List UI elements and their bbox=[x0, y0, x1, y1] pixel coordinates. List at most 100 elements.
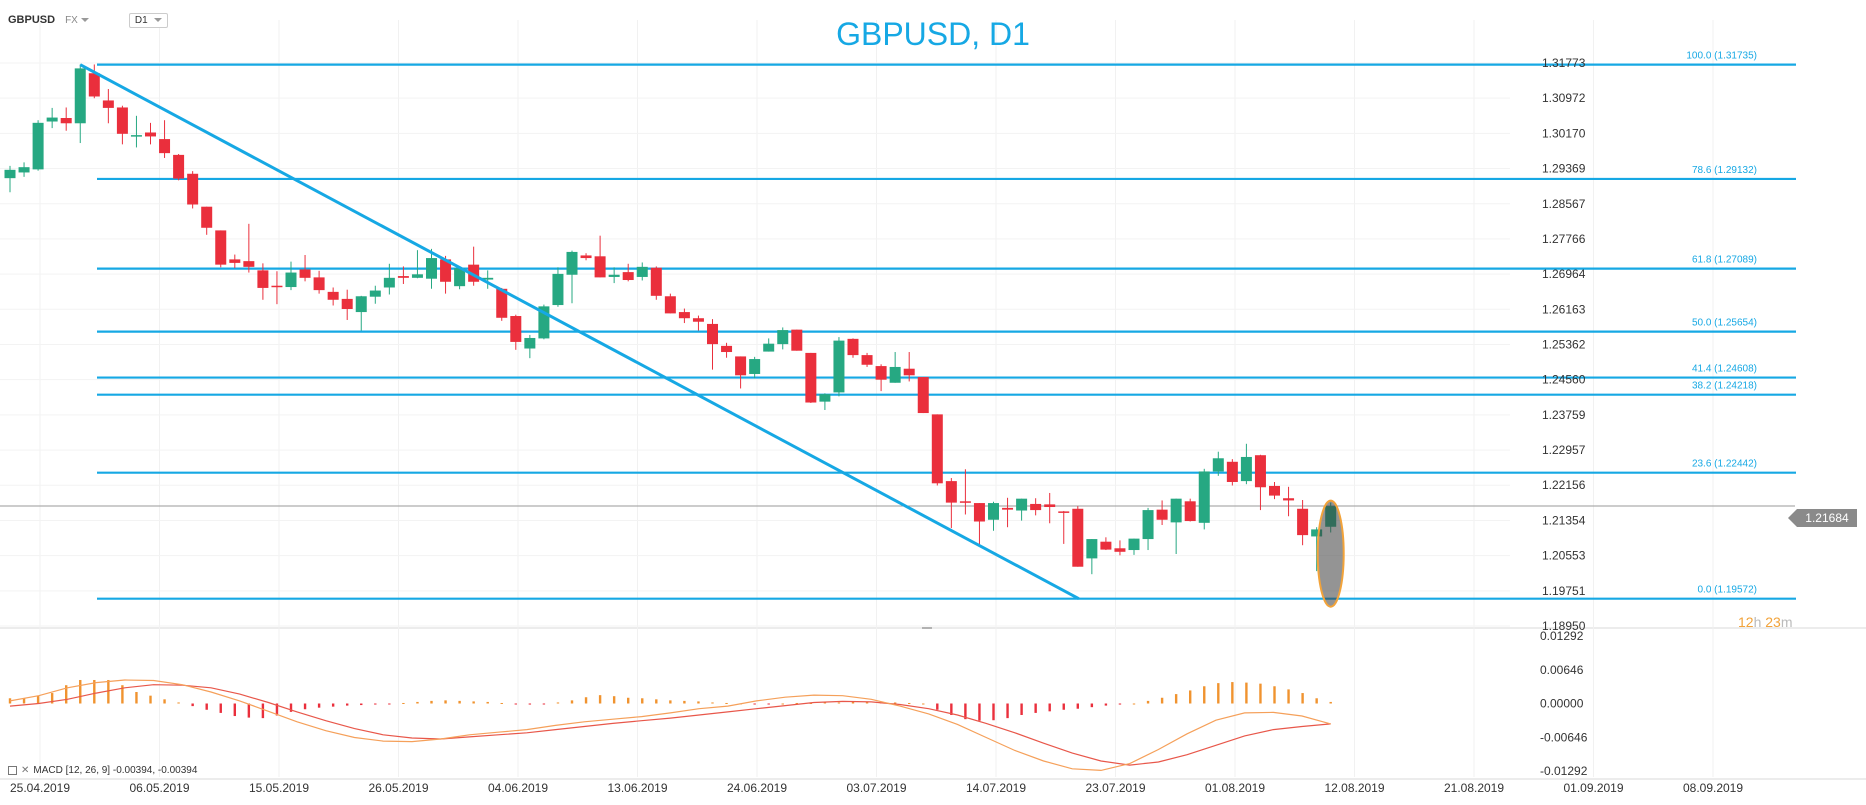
candle-body bbox=[327, 291, 339, 300]
candle bbox=[313, 270, 325, 294]
candle-body bbox=[945, 481, 957, 503]
grid-layer bbox=[0, 20, 1866, 780]
candle-body bbox=[46, 117, 58, 122]
candle bbox=[271, 271, 283, 305]
candle bbox=[777, 327, 789, 350]
candle bbox=[988, 501, 999, 531]
candle bbox=[791, 329, 803, 351]
candlestick-series bbox=[4, 64, 1337, 575]
candle bbox=[538, 304, 550, 340]
macd-histogram-bar bbox=[93, 679, 96, 704]
candle-body bbox=[440, 259, 452, 282]
macd-histogram-bar bbox=[542, 703, 546, 705]
y-tick-label: 1.29369 bbox=[1542, 162, 1586, 176]
macd-signal-line bbox=[9, 684, 1331, 766]
macd-main-line bbox=[9, 679, 1331, 772]
indicator-settings-icon[interactable] bbox=[8, 766, 17, 775]
macd-histogram-bar bbox=[1217, 683, 1220, 704]
x-tick-label: 24.06.2019 bbox=[727, 781, 787, 795]
candle bbox=[833, 337, 845, 397]
candle bbox=[819, 393, 831, 410]
candle bbox=[1072, 506, 1084, 567]
candle bbox=[440, 255, 452, 294]
candle-body bbox=[608, 274, 620, 277]
candle-body bbox=[173, 154, 185, 179]
x-tick-label: 04.06.2019 bbox=[488, 781, 548, 795]
macd-histogram-bar bbox=[767, 703, 770, 705]
market-selector[interactable]: FX bbox=[65, 15, 89, 26]
macd-histogram-bar bbox=[1231, 682, 1234, 704]
candle-body bbox=[145, 132, 156, 137]
candle-body bbox=[678, 312, 690, 319]
symbol-label[interactable]: GBPUSD bbox=[8, 14, 56, 26]
x-tick-label: 12.08.2019 bbox=[1324, 781, 1384, 795]
macd-histogram-bar bbox=[79, 679, 82, 704]
x-tick-label: 25.04.2019 bbox=[10, 781, 70, 795]
candle-body bbox=[1128, 538, 1140, 551]
macd-histogram-bar bbox=[388, 703, 391, 705]
x-tick-label: 23.07.2019 bbox=[1085, 781, 1145, 795]
timeframe-select[interactable]: D1 bbox=[128, 12, 168, 28]
fib-level-label: 50.0 (1.25654) bbox=[1692, 318, 1757, 329]
candle-body bbox=[1212, 458, 1224, 472]
candle bbox=[1170, 498, 1182, 554]
macd-histogram-bar bbox=[950, 703, 953, 715]
candle-body bbox=[552, 273, 564, 306]
candle-body bbox=[496, 288, 508, 318]
highlight-marker bbox=[1316, 499, 1345, 608]
candle bbox=[805, 352, 817, 403]
candle-body bbox=[1254, 455, 1266, 488]
macd-histogram-bar bbox=[149, 695, 152, 704]
candle-body bbox=[468, 264, 480, 282]
candle-body bbox=[819, 394, 831, 402]
macd-histogram-bar bbox=[584, 697, 588, 704]
macd-histogram-bar bbox=[908, 702, 911, 704]
candle bbox=[60, 107, 72, 131]
candle bbox=[721, 342, 733, 358]
macd-histogram-bar bbox=[346, 703, 349, 706]
fib-level-label: 0.0 (1.19572) bbox=[1698, 585, 1758, 596]
candle-body bbox=[931, 414, 943, 484]
macd-histogram-bar bbox=[753, 703, 756, 705]
candle-body bbox=[355, 296, 367, 313]
macd-histogram-bar bbox=[1189, 690, 1192, 704]
macd-histogram-bar bbox=[936, 703, 939, 710]
axes: 1.31773 1.30972 1.30170 1.29369 1.28567 1.277… bbox=[10, 56, 1743, 795]
macd-histogram-bar bbox=[1273, 686, 1276, 704]
macd-histogram-bar bbox=[781, 703, 784, 705]
candle bbox=[692, 315, 704, 331]
macd-histogram-bar bbox=[331, 703, 335, 707]
y-tick-label: 1.24560 bbox=[1542, 373, 1586, 387]
candle-body bbox=[692, 318, 704, 322]
macd-histogram-bar bbox=[247, 703, 251, 718]
candle-body bbox=[664, 296, 676, 314]
macd-histogram-bar bbox=[1104, 703, 1108, 706]
candle-body bbox=[917, 377, 929, 414]
macd-histogram-bar bbox=[556, 702, 560, 704]
trendline[interactable] bbox=[79, 63, 1080, 601]
candle-body bbox=[482, 277, 494, 280]
close-icon[interactable]: ✕ bbox=[21, 765, 30, 776]
trendline-segment[interactable] bbox=[79, 63, 1080, 601]
x-tick-label: 15.05.2019 bbox=[249, 781, 309, 795]
candle bbox=[1114, 540, 1126, 556]
macd-histogram-bar bbox=[289, 703, 293, 712]
candle-body bbox=[1240, 456, 1252, 482]
candle-countdown: 12h 23m bbox=[1738, 614, 1793, 630]
candle bbox=[341, 289, 353, 320]
candle-body bbox=[580, 255, 592, 259]
candle bbox=[917, 377, 929, 414]
candle-body bbox=[1297, 508, 1309, 536]
fibonacci-levels[interactable]: 100.0 (1.31735) 78.6 (1.29132) 61.8 (1.270… bbox=[97, 51, 1796, 600]
macd-histogram-bar bbox=[809, 702, 813, 704]
chart-toolbar: GBPUSD FX D1 bbox=[8, 10, 168, 30]
candle-body bbox=[1030, 503, 1042, 511]
candle bbox=[861, 352, 873, 367]
macd-histogram-bar bbox=[669, 700, 672, 704]
candle-body bbox=[313, 277, 325, 291]
candle-body bbox=[636, 266, 648, 277]
highlight-ellipse bbox=[1316, 499, 1345, 608]
macd-histogram-bar bbox=[1301, 693, 1304, 704]
macd-histogram-bar bbox=[1245, 682, 1248, 704]
